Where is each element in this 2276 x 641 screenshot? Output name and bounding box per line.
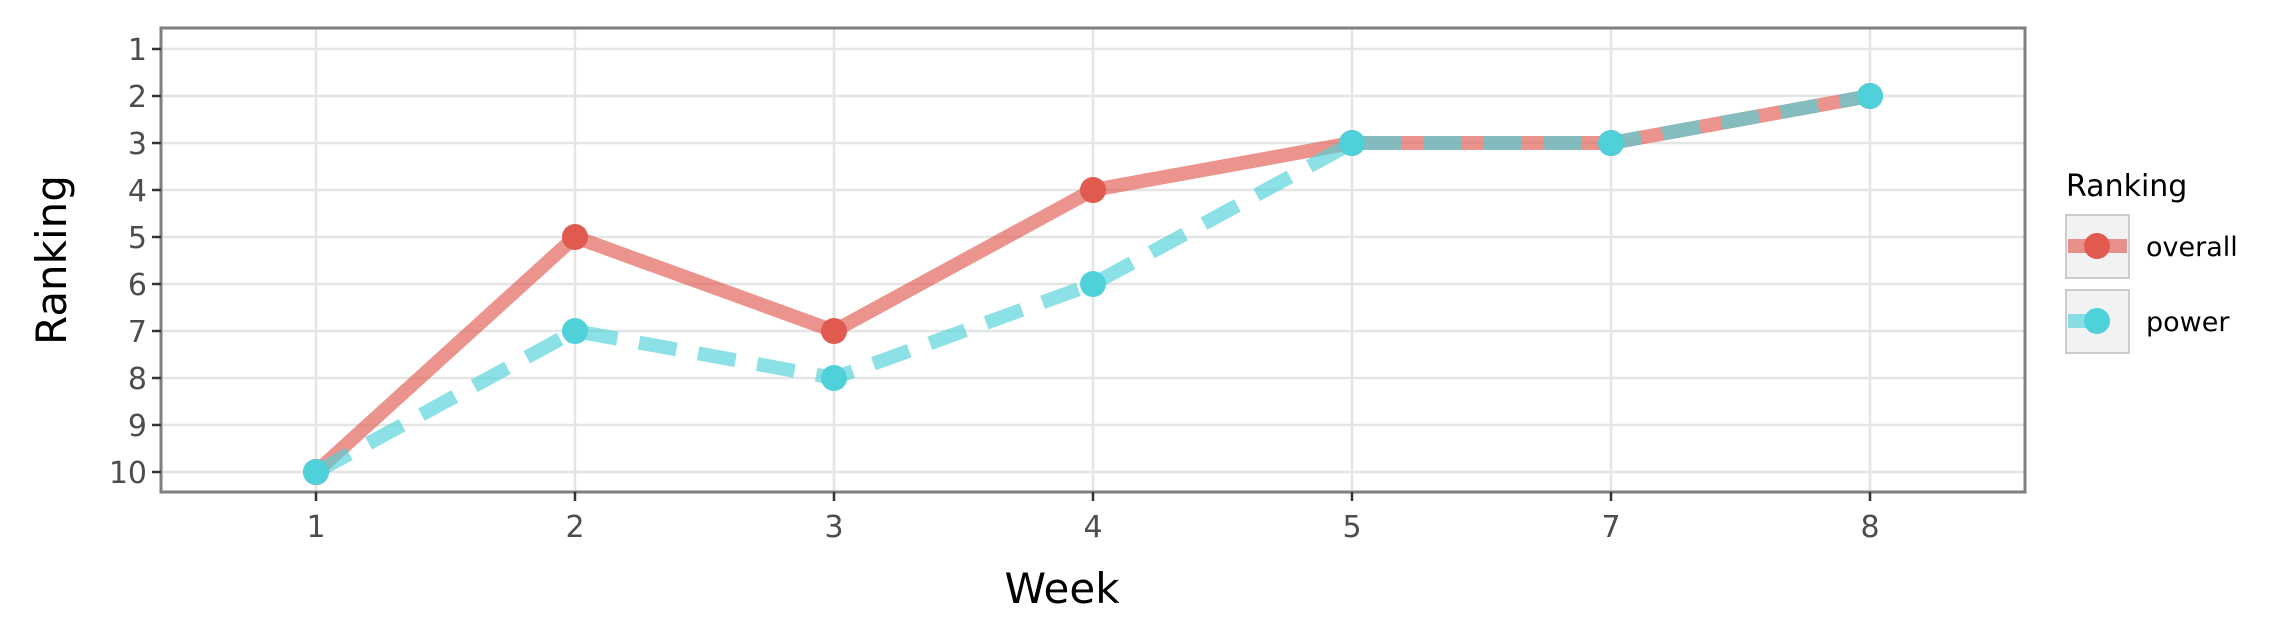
legend-title: Ranking	[2066, 169, 2187, 204]
data-point-power	[303, 459, 329, 485]
data-point-power	[1857, 83, 1883, 109]
y-tick-label: 1	[128, 33, 147, 68]
x-axis-title: Week	[1004, 564, 1120, 613]
data-point-power	[1598, 130, 1624, 156]
y-tick-label: 2	[128, 80, 147, 115]
data-point-power	[1080, 271, 1106, 297]
y-tick-label: 8	[128, 362, 147, 397]
x-tick-label: 4	[1083, 510, 1102, 545]
data-point-power	[562, 318, 588, 344]
data-point-overall	[562, 224, 588, 250]
x-tick-label: 2	[565, 510, 584, 545]
y-tick-label: 5	[128, 221, 147, 256]
y-axis-title: Ranking	[27, 175, 76, 345]
data-point-power	[1339, 130, 1365, 156]
x-tick-label: 1	[306, 510, 325, 545]
legend-key-point	[2084, 308, 2110, 334]
axis-ticks: 1 2 3 4 5 6 7 8 9 10 1 2 3 4 5 7 8	[109, 33, 1880, 545]
data-point-power	[821, 365, 847, 391]
x-tick-label: 3	[824, 510, 843, 545]
legend: Ranking overall power	[2065, 169, 2238, 354]
series-lines	[303, 83, 1883, 485]
grid	[161, 28, 2025, 492]
legend-label: power	[2146, 307, 2230, 338]
legend-label: overall	[2146, 232, 2238, 263]
x-tick-label: 7	[1601, 510, 1620, 545]
legend-key-point	[2084, 233, 2110, 259]
y-tick-label: 4	[128, 174, 147, 209]
y-tick-label: 7	[128, 315, 147, 350]
y-tick-label: 10	[109, 456, 147, 491]
y-tick-label: 3	[128, 127, 147, 162]
y-tick-label: 9	[128, 409, 147, 444]
y-tick-label: 6	[128, 268, 147, 303]
x-tick-label: 5	[1342, 510, 1361, 545]
data-point-overall	[1080, 177, 1106, 203]
x-tick-label: 8	[1860, 510, 1879, 545]
data-point-overall	[821, 318, 847, 344]
